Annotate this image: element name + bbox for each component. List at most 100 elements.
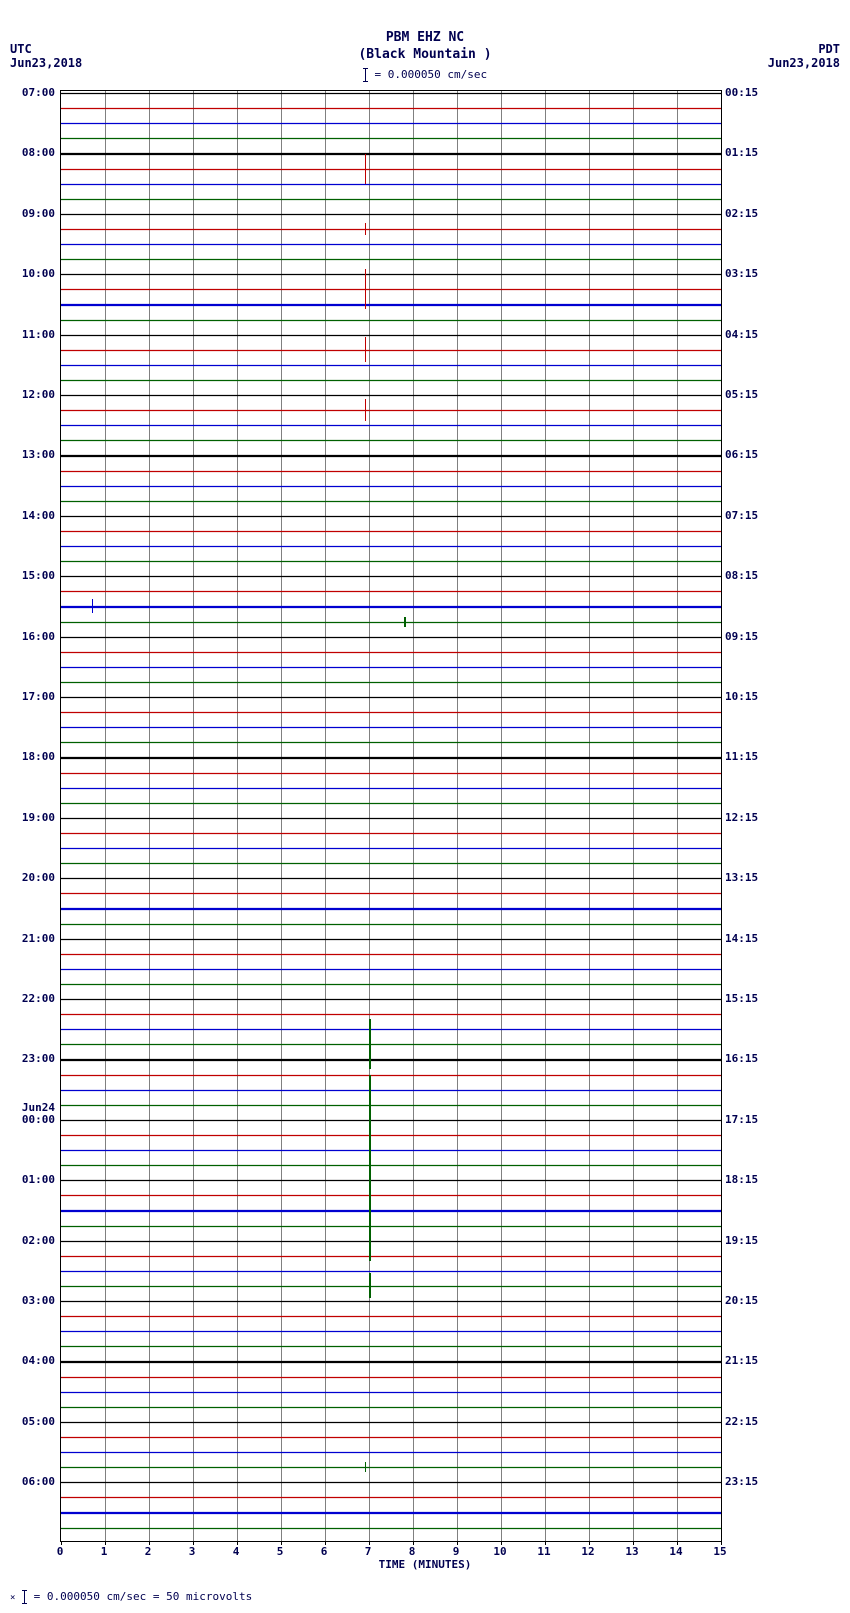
utc-hour-label: 20:00 [22, 871, 55, 884]
gridline-vertical [105, 91, 106, 1541]
gridline-vertical [325, 91, 326, 1541]
seismic-trace [61, 1331, 721, 1332]
seismic-trace [61, 1497, 721, 1498]
pdt-hour-label: 14:15 [725, 932, 758, 945]
timezone-left: UTC [10, 42, 32, 56]
x-tick-label: 5 [277, 1545, 284, 1558]
seismic-trace [61, 908, 721, 909]
gridline-vertical [193, 91, 194, 1541]
seismic-trace [61, 516, 721, 517]
seismic-trace [61, 486, 721, 487]
pdt-hour-label: 21:15 [725, 1354, 758, 1367]
x-tick-label: 1 [101, 1545, 108, 1558]
seismic-trace [61, 939, 721, 940]
seismic-trace [61, 893, 721, 894]
utc-hour-label: 05:00 [22, 1415, 55, 1428]
gridline-vertical [501, 91, 502, 1541]
seismic-trace [61, 863, 721, 864]
x-tick-label: 3 [189, 1545, 196, 1558]
date-right: Jun23,2018 [768, 56, 840, 70]
pdt-hour-label: 17:15 [725, 1113, 758, 1126]
seismic-trace [61, 1346, 721, 1347]
gridline-vertical [589, 91, 590, 1541]
seismic-trace [61, 304, 721, 305]
seismic-trace [61, 531, 721, 532]
seismic-spike [365, 1462, 367, 1472]
seismic-trace [61, 123, 721, 124]
seismic-trace [61, 350, 721, 351]
pdt-hour-label: 13:15 [725, 871, 758, 884]
pdt-hour-label: 16:15 [725, 1052, 758, 1065]
utc-hour-label: 12:00 [22, 388, 55, 401]
seismic-trace [61, 803, 721, 804]
seismic-trace [61, 773, 721, 774]
seismic-trace [61, 335, 721, 336]
seismic-spike [365, 154, 367, 184]
pdt-hour-label: 15:15 [725, 992, 758, 1005]
seismic-trace [61, 365, 721, 366]
x-tick-label: 4 [233, 1545, 240, 1558]
seismic-trace [61, 440, 721, 441]
gridline-vertical [677, 91, 678, 1541]
pdt-hour-label: 02:15 [725, 207, 758, 220]
pdt-hour-label: 06:15 [725, 448, 758, 461]
utc-hour-label: 14:00 [22, 509, 55, 522]
seismic-trace [61, 591, 721, 592]
seismic-trace [61, 667, 721, 668]
seismic-trace [61, 1512, 721, 1513]
utc-hour-label: 17:00 [22, 690, 55, 703]
gridline-vertical [457, 91, 458, 1541]
seismic-trace [61, 848, 721, 849]
seismic-trace [61, 1105, 721, 1106]
utc-hour-label: 02:00 [22, 1234, 55, 1247]
seismic-trace [61, 561, 721, 562]
utc-hour-label: 22:00 [22, 992, 55, 1005]
x-tick-label: 8 [409, 1545, 416, 1558]
seismic-spike [404, 617, 406, 627]
pdt-hour-label: 11:15 [725, 750, 758, 763]
seismic-trace [61, 576, 721, 577]
seismic-trace [61, 1377, 721, 1378]
seismic-trace [61, 984, 721, 985]
x-tick-label: 13 [625, 1545, 638, 1558]
seismogram-container: PBM EHZ NC (Black Mountain ) = 0.000050 … [0, 0, 850, 1613]
seismic-trace [61, 1301, 721, 1302]
seismic-trace [61, 274, 721, 275]
utc-hour-label: 06:00 [22, 1475, 55, 1488]
seismic-trace [61, 1452, 721, 1453]
x-tick-label: 12 [581, 1545, 594, 1558]
seismic-spike [365, 269, 367, 309]
seismic-trace [61, 455, 721, 456]
pdt-hour-label: 18:15 [725, 1173, 758, 1186]
seismic-trace [61, 652, 721, 653]
x-tick-label: 14 [669, 1545, 682, 1558]
plot-area [60, 90, 722, 1542]
seismic-trace [61, 259, 721, 260]
seismic-trace [61, 1241, 721, 1242]
seismic-trace [61, 244, 721, 245]
utc-hour-label: 18:00 [22, 750, 55, 763]
seismic-spike [369, 1191, 371, 1261]
seismic-trace [61, 153, 721, 154]
footer-scale-bar-icon [24, 1590, 25, 1604]
seismic-trace [61, 1210, 721, 1211]
utc-hour-label: 10:00 [22, 267, 55, 280]
gridline-vertical [545, 91, 546, 1541]
seismic-trace [61, 697, 721, 698]
date-left: Jun23,2018 [10, 56, 82, 70]
x-tick-label: 15 [713, 1545, 726, 1558]
seismic-trace [61, 1437, 721, 1438]
seismic-spike [365, 399, 367, 421]
seismic-trace [61, 878, 721, 879]
station-subtitle: (Black Mountain ) [0, 47, 850, 62]
seismic-trace [61, 471, 721, 472]
pdt-hour-label: 10:15 [725, 690, 758, 703]
seismic-trace [61, 1482, 721, 1483]
pdt-hour-label: 23:15 [725, 1475, 758, 1488]
seismic-trace [61, 425, 721, 426]
timezone-right: PDT [818, 42, 840, 56]
gridline-vertical [369, 91, 370, 1541]
utc-hour-label: 21:00 [22, 932, 55, 945]
seismic-trace [61, 546, 721, 547]
seismic-trace [61, 924, 721, 925]
